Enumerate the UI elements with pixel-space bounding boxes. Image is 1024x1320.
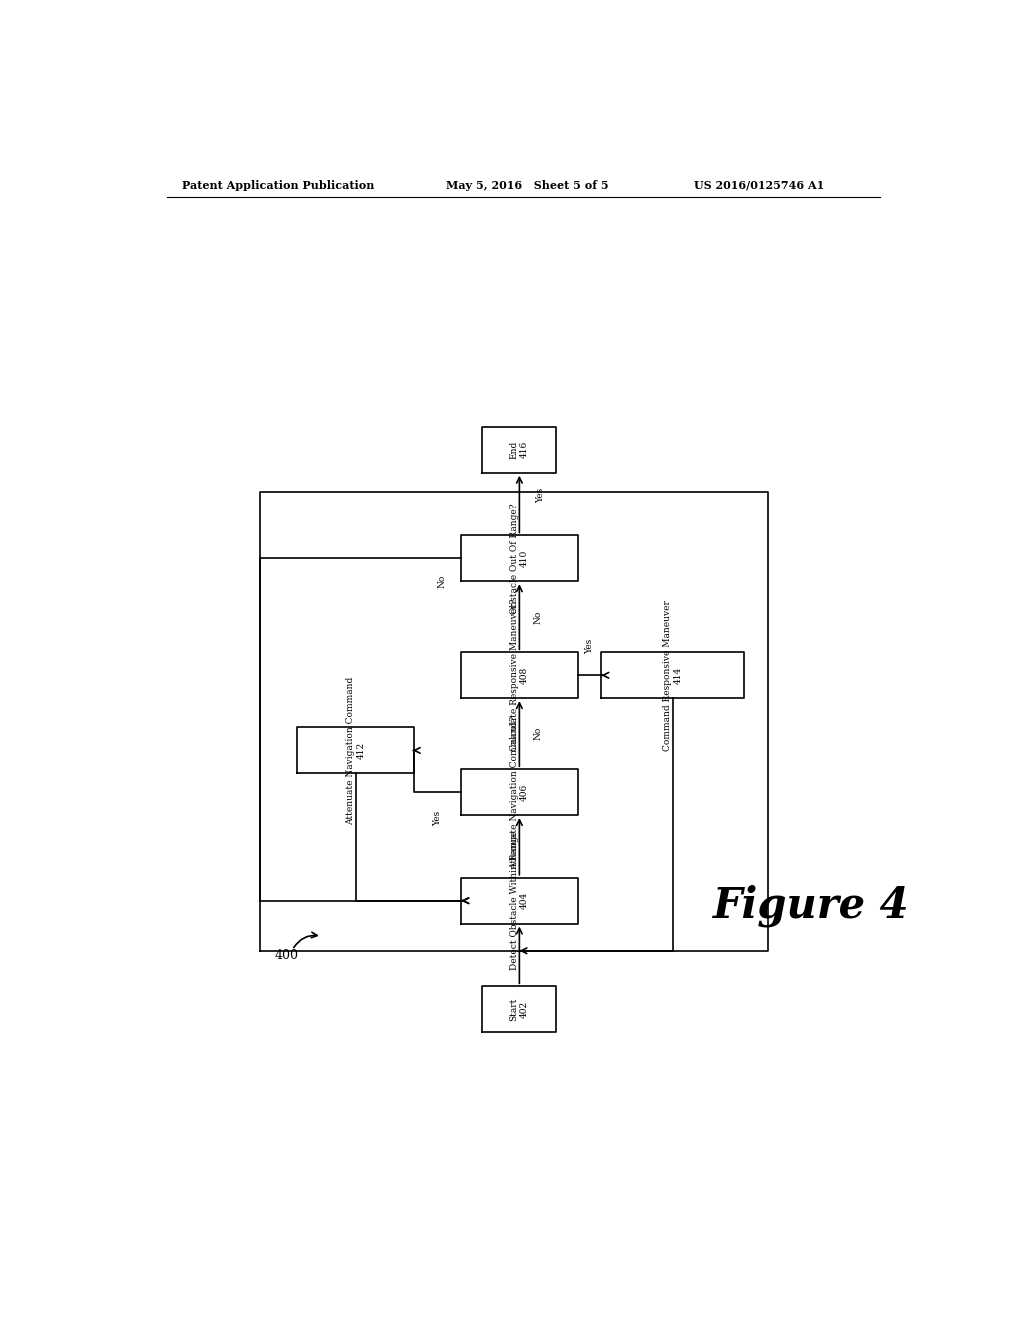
Text: No: No: [534, 610, 543, 623]
Text: Start
402: Start 402: [510, 998, 529, 1020]
Text: 400: 400: [274, 949, 299, 962]
Text: US 2016/0125746 A1: US 2016/0125746 A1: [693, 180, 824, 191]
Text: No: No: [534, 727, 543, 741]
Text: End
416: End 416: [510, 441, 529, 459]
Text: No: No: [437, 576, 446, 589]
Text: Detect Obstacle Within Range
404: Detect Obstacle Within Range 404: [510, 832, 529, 970]
Text: Attenuate Navigation Command
412: Attenuate Navigation Command 412: [346, 676, 366, 825]
Text: Yes: Yes: [585, 639, 594, 653]
Text: Patent Application Publication: Patent Application Publication: [182, 180, 375, 191]
Text: Yes: Yes: [433, 812, 442, 826]
Text: May 5, 2016   Sheet 5 of 5: May 5, 2016 Sheet 5 of 5: [445, 180, 608, 191]
Text: Figure 4: Figure 4: [713, 884, 909, 927]
Text: Command Responsive Maneuver
414: Command Responsive Maneuver 414: [663, 599, 682, 751]
Text: Yes: Yes: [536, 488, 545, 503]
Text: Calculate Responsive Maneuver?
408: Calculate Responsive Maneuver? 408: [510, 599, 529, 751]
Text: Attenuate Navigation Command?
406: Attenuate Navigation Command? 406: [510, 715, 529, 869]
Text: Obstacle Out Of Range?
410: Obstacle Out Of Range? 410: [510, 503, 529, 614]
